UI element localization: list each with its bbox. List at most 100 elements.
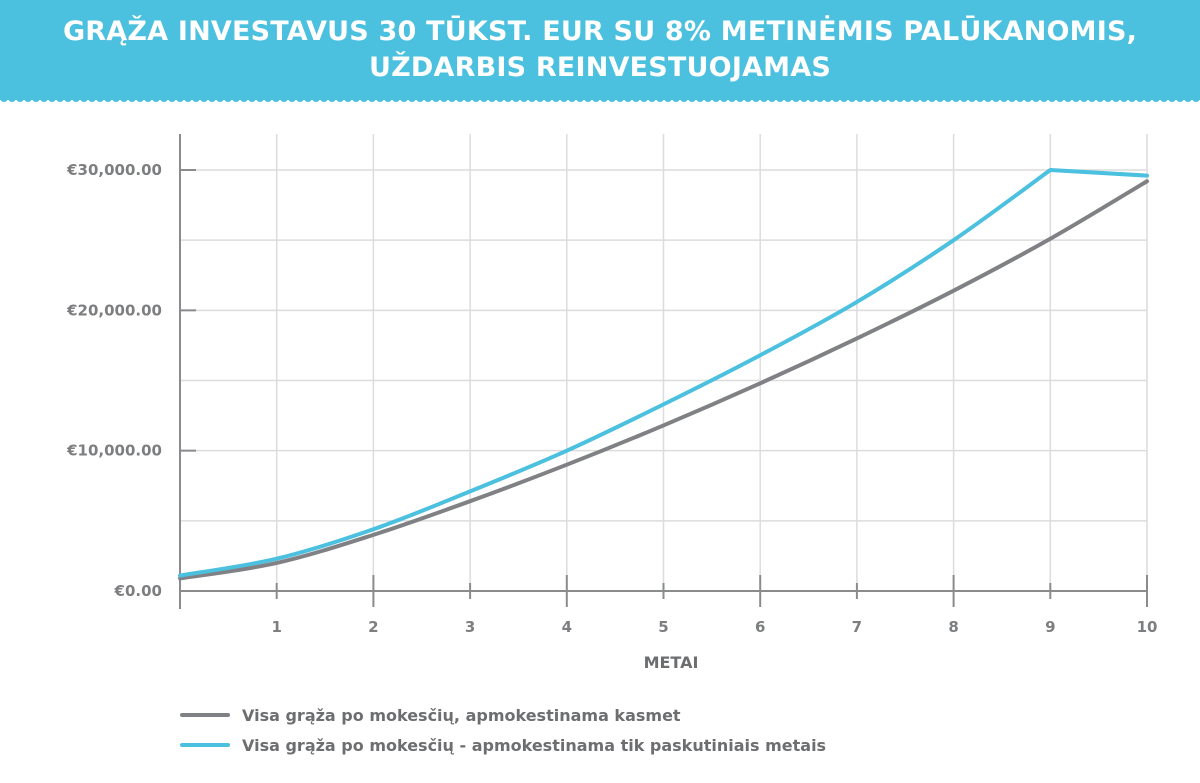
scallop-dot	[592, 96, 600, 102]
scallop-dot	[1136, 96, 1144, 102]
scallop-dot	[328, 96, 336, 102]
scallop-dot	[416, 96, 424, 102]
scallop-dot	[872, 96, 880, 102]
scallop-dot	[200, 96, 208, 102]
scallop-dot	[712, 96, 720, 102]
scallop-dot	[24, 96, 32, 102]
scallop-dot	[336, 96, 344, 102]
scallop-dot	[304, 96, 312, 102]
scallop-dot	[952, 96, 960, 102]
scallop-dot	[512, 96, 520, 102]
scallop-dot	[648, 96, 656, 102]
scallop-dot	[1024, 96, 1032, 102]
legend-item-annual: Visa grąža po mokesčių, apmokestinama ka…	[180, 700, 940, 730]
scallop-dot	[224, 96, 232, 102]
scallop-dot	[1160, 96, 1168, 102]
chart-header: GRĄŽA INVESTAVUS 30 TŪKST. EUR SU 8% MET…	[0, 0, 1200, 100]
scallop-dot	[1064, 96, 1072, 102]
scallop-dot	[808, 96, 816, 102]
scallop-dot	[352, 96, 360, 102]
scallop-dot	[936, 96, 944, 102]
scallop-dot	[312, 96, 320, 102]
scallop-dot	[856, 96, 864, 102]
scallop-dot	[1056, 96, 1064, 102]
scallop-dot	[728, 96, 736, 102]
scallop-dot	[576, 96, 584, 102]
legend-label-final: Visa grąža po mokesčių - apmokestinama t…	[242, 735, 827, 755]
scallop-dot	[408, 96, 416, 102]
x-tick-label: 5	[658, 618, 668, 636]
scallop-dot	[1080, 96, 1088, 102]
scallop-dot	[800, 96, 808, 102]
x-tick-label: 2	[368, 618, 378, 636]
scallop-dot	[944, 96, 952, 102]
scallop-dot	[640, 96, 648, 102]
scallop-dot	[792, 96, 800, 102]
scallop-dot	[288, 96, 296, 102]
scallop-dot	[696, 96, 704, 102]
y-tick-label: €10,000.00	[66, 442, 162, 460]
scallop-dot	[888, 96, 896, 102]
scallop-dot	[520, 96, 528, 102]
scallop-dot	[848, 96, 856, 102]
scallop-dot	[688, 96, 696, 102]
scallop-dot	[968, 96, 976, 102]
scallop-dot	[400, 96, 408, 102]
legend-item-final: Visa grąža po mokesčių - apmokestinama t…	[180, 730, 940, 760]
scallop-dot	[624, 96, 632, 102]
scallop-dot	[736, 96, 744, 102]
scallop-dot	[752, 96, 760, 102]
scallop-dot	[208, 96, 216, 102]
scallop-dot	[128, 96, 136, 102]
series-line-final-year-tax	[178, 168, 1149, 578]
scallop-dot	[456, 96, 464, 102]
scallop-dot	[96, 96, 104, 102]
x-tick-label: 3	[465, 618, 475, 636]
scallop-dot	[248, 96, 256, 102]
x-tick-label: 8	[948, 618, 958, 636]
scallop-dot	[664, 96, 672, 102]
chart-title-line-2: UŽDARBIS REINVESTUOJAMAS	[369, 52, 831, 83]
scallop-dot	[680, 96, 688, 102]
scallop-dot	[744, 96, 752, 102]
x-tick-label: 7	[852, 618, 862, 636]
scallop-dot	[528, 96, 536, 102]
scallop-dot	[488, 96, 496, 102]
scallop-dot	[1120, 96, 1128, 102]
chart-title: GRĄŽA INVESTAVUS 30 TŪKST. EUR SU 8% MET…	[0, 14, 1200, 86]
scallop-dot	[1072, 96, 1080, 102]
scallop-dot	[816, 96, 824, 102]
series-line-annual-tax	[178, 179, 1149, 581]
scallop-dot	[432, 96, 440, 102]
scallop-dot	[560, 96, 568, 102]
header-scallop-edge	[0, 96, 1200, 102]
scallop-dot	[600, 96, 608, 102]
scallop-dot	[1128, 96, 1136, 102]
x-axis-title: METAI	[644, 653, 699, 672]
scallop-dot	[240, 96, 248, 102]
scallop-dot	[1152, 96, 1160, 102]
scallop-dot	[104, 96, 112, 102]
scallop-dot	[152, 96, 160, 102]
scallop-dot	[144, 96, 152, 102]
scallop-dot	[88, 96, 96, 102]
scallop-dot	[928, 96, 936, 102]
scallop-dot	[296, 96, 304, 102]
scallop-dot	[64, 96, 72, 102]
scallop-dot	[1192, 96, 1200, 102]
scallop-dot	[472, 96, 480, 102]
scallop-dot	[80, 96, 88, 102]
scallop-dot	[832, 96, 840, 102]
x-tick-label: 4	[562, 618, 572, 636]
scallop-dot	[616, 96, 624, 102]
scallop-dot	[216, 96, 224, 102]
scallop-dot	[776, 96, 784, 102]
scallop-dot	[656, 96, 664, 102]
legend-swatch-final	[180, 743, 230, 747]
scallop-dot	[992, 96, 1000, 102]
scallop-dot	[768, 96, 776, 102]
scallop-dot	[16, 96, 24, 102]
scallop-dot	[136, 96, 144, 102]
scallop-dot	[72, 96, 80, 102]
scallop-dot	[1096, 96, 1104, 102]
